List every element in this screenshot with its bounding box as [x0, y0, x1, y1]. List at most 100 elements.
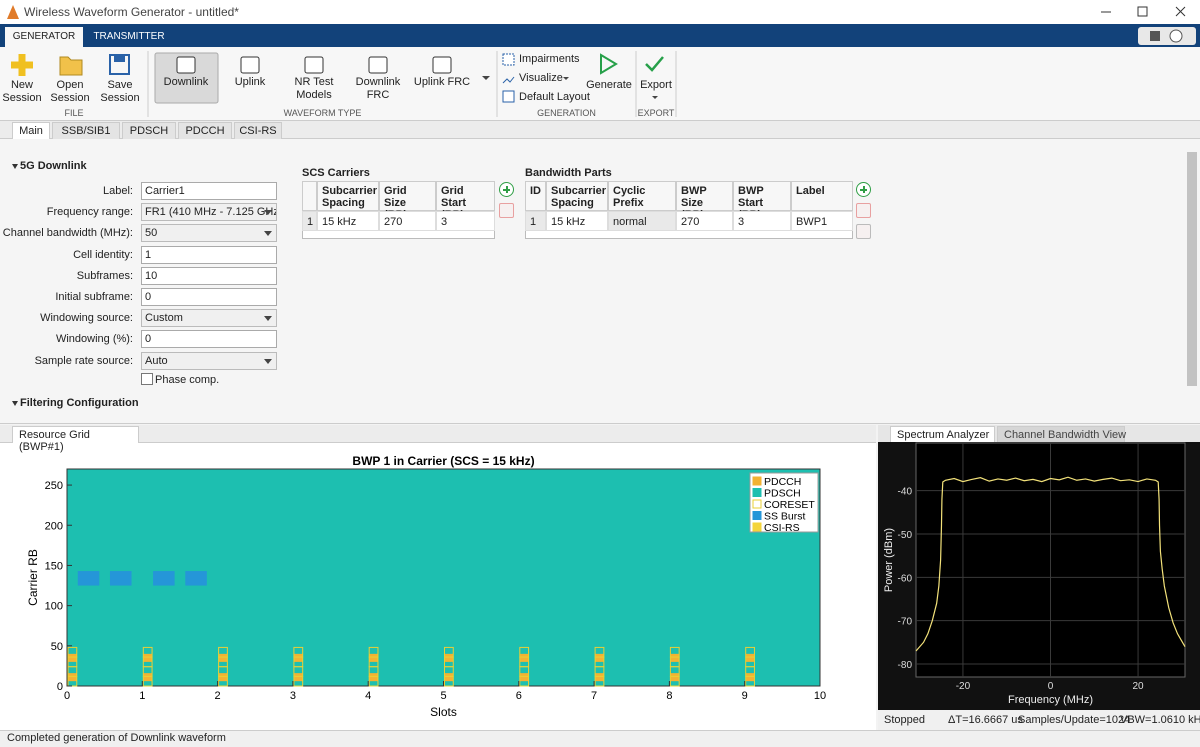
dropdown-arrow[interactable] [652, 96, 658, 99]
pdcch [670, 673, 680, 682]
app-tab-strip [0, 24, 1200, 47]
waveform-button[interactable]: Downlink [163, 76, 209, 88]
file-button[interactable]: Save Session [100, 79, 140, 104]
dropdown-arrow[interactable] [264, 316, 272, 322]
table-button[interactable] [856, 203, 871, 218]
text-input[interactable]: 1 [141, 245, 277, 264]
x-tick-label: 4 [365, 690, 371, 702]
table-cell[interactable]: 3 [733, 211, 791, 231]
layout-icon [502, 90, 515, 103]
checkbox[interactable] [141, 373, 153, 385]
y-tick-label: 100 [45, 601, 63, 613]
table-cell[interactable]: 270 [676, 211, 733, 231]
text-input[interactable]: 0 [141, 288, 277, 306]
x-tick-label: 5 [440, 690, 446, 702]
field-label: Initial subframe: [55, 291, 133, 303]
waveform-button[interactable]: Uplink FRC [413, 76, 471, 88]
table-cell[interactable]: 1 [525, 211, 546, 231]
table-cell[interactable]: 1 [302, 211, 317, 231]
table-cell[interactable]: 15 kHz [317, 211, 379, 231]
spectrum-status-item: ΔT=16.6667 us [948, 714, 1023, 726]
collapse-arrow[interactable] [12, 164, 18, 169]
pdcch [519, 673, 529, 682]
generation-item[interactable]: Impairments [519, 53, 580, 65]
save-icon[interactable] [1150, 31, 1160, 41]
dropdown-arrow[interactable] [264, 231, 272, 237]
pdcch [444, 673, 454, 682]
dropdown[interactable]: Auto [141, 351, 277, 370]
doc-tab[interactable]: SSB/SIB1 [52, 122, 120, 139]
ss-burst [77, 571, 100, 586]
pdcch [369, 673, 378, 682]
save-icon [109, 54, 130, 75]
table-header: BWP Size (RB) [676, 181, 733, 221]
doc-tab[interactable]: CSI-RS [234, 122, 282, 139]
table-cell[interactable]: BWP1 [791, 211, 853, 231]
table-button[interactable] [856, 182, 871, 197]
legend-swatch [752, 499, 762, 509]
pdcch [143, 673, 153, 682]
pdcch [519, 653, 529, 662]
waveform-button[interactable]: Uplink [234, 76, 266, 88]
table-header: Subcarrier Spacing [317, 181, 379, 211]
x-tick-label: -20 [956, 681, 971, 692]
dropdown[interactable]: FR1 (410 MHz - 7.125 GHz) [141, 203, 277, 222]
doc-tab[interactable]: PDCCH [178, 122, 232, 139]
table-button[interactable] [499, 203, 514, 218]
generation-item[interactable]: Visualize [519, 72, 563, 84]
y-tick-label: 150 [45, 560, 63, 572]
status-bar [0, 730, 1200, 747]
coreset [218, 646, 228, 658]
chart-title: BWP 1 in Carrier (SCS = 15 kHz) [352, 454, 534, 468]
pdcch [745, 653, 755, 662]
dropdown-arrow[interactable] [482, 76, 490, 80]
export-button[interactable]: Export [640, 79, 672, 91]
maximize[interactable] [1137, 6, 1148, 17]
panel-tab[interactable]: Channel Bandwidth View [997, 426, 1126, 442]
text-input[interactable]: Carrier1 [141, 182, 277, 200]
table-cell[interactable]: 270 [379, 211, 436, 231]
coreset [594, 646, 605, 658]
dropdown[interactable]: Custom [141, 309, 277, 328]
dropdown[interactable]: 50 [141, 224, 277, 243]
table-button[interactable] [499, 182, 514, 197]
table-button[interactable] [856, 224, 871, 239]
legend-label: CORESET [764, 499, 815, 511]
dropdown-arrow[interactable] [264, 210, 272, 216]
y-tick-label: -70 [898, 617, 913, 628]
file-button[interactable]: Open Session [50, 79, 90, 104]
dropdown-arrow[interactable] [264, 358, 272, 364]
group-label: EXPORT [637, 108, 675, 118]
generation-item[interactable]: Default Layout [519, 91, 590, 103]
doc-tab[interactable]: PDSCH [122, 122, 176, 139]
pdcch [293, 673, 303, 682]
text-input[interactable]: 10 [141, 266, 277, 285]
coreset [368, 646, 379, 658]
waveform-button[interactable]: Downlink FRC [355, 76, 401, 101]
generate-button[interactable]: Generate [586, 79, 632, 91]
file-button[interactable]: New Session [2, 79, 42, 104]
x-tick-label: 10 [814, 690, 826, 702]
table-cell[interactable]: 3 [436, 211, 495, 231]
table-cell[interactable]: normal [608, 211, 676, 231]
text-input[interactable]: 0 [141, 330, 277, 349]
close[interactable] [1175, 6, 1186, 17]
doc-tab[interactable]: Main [12, 122, 50, 139]
field-label: Channel bandwidth (MHz): [2, 227, 133, 240]
app-tab[interactable]: GENERATOR [5, 27, 83, 47]
panel-tab[interactable]: Spectrum Analyzer [890, 426, 995, 442]
y-tick-label: 50 [51, 641, 63, 653]
app-tab[interactable]: TRANSMITTER [93, 31, 165, 42]
collapse-arrow[interactable] [12, 401, 18, 406]
table-cell[interactable]: 15 kHz [546, 211, 608, 231]
waveform-button[interactable]: NR Test Models [294, 76, 334, 101]
dropdown-arrow[interactable] [563, 77, 569, 80]
panel-tab[interactable]: Resource Grid (BWP#1) [12, 426, 139, 453]
help-icon[interactable] [1169, 29, 1183, 43]
scrollbar[interactable] [1187, 152, 1197, 386]
x-axis-label: Frequency (MHz) [1008, 694, 1093, 706]
plot-background [66, 468, 821, 687]
app-icon [7, 5, 19, 19]
